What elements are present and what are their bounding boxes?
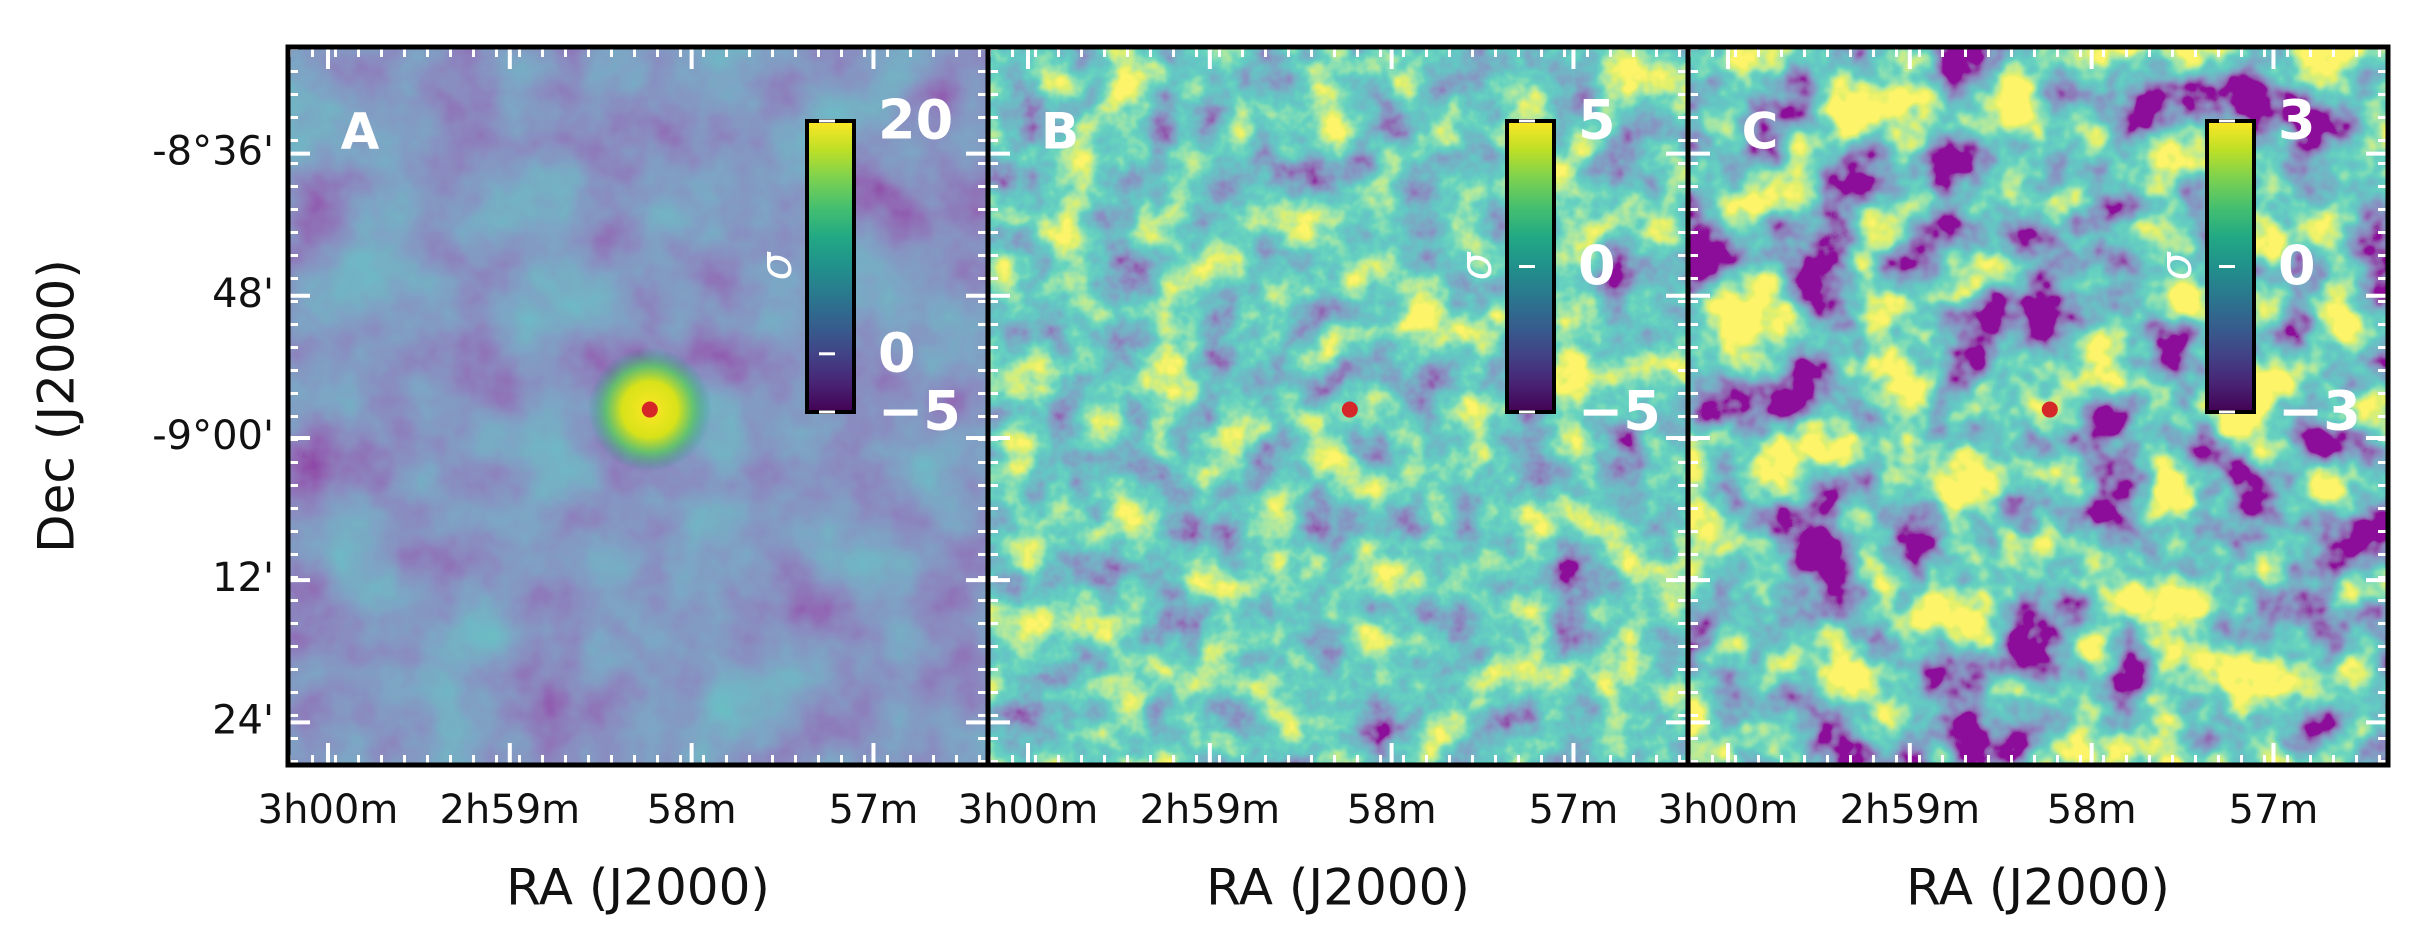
- colorbar-tick-label: 0: [2278, 234, 2316, 297]
- x-tick-label: 2h59m: [1139, 787, 1280, 833]
- x-tick-label: 57m: [2229, 787, 2319, 833]
- x-tick-label: 2h59m: [1839, 787, 1980, 833]
- x-axis-label: RA (J2000): [1206, 859, 1470, 917]
- y-tick-label: 24': [212, 697, 274, 743]
- x-tick-label: 57m: [1529, 787, 1619, 833]
- colorbar: [805, 119, 856, 414]
- x-tick-label: 58m: [647, 787, 737, 833]
- panel-frame: [1685, 44, 2391, 768]
- x-tick-label: 58m: [2047, 787, 2137, 833]
- colorbar-tick-label: 3: [2278, 89, 2316, 152]
- colorbar-tick-label: 20: [878, 89, 953, 152]
- colorbar-label: σ: [2151, 251, 2202, 280]
- x-tick-label: 3h00m: [958, 787, 1099, 833]
- y-axis-label: Dec (J2000): [28, 259, 86, 553]
- panel-label: C: [1742, 103, 1779, 161]
- x-tick-label: 3h00m: [258, 787, 399, 833]
- colorbar-tick-label: −5: [878, 380, 961, 443]
- source-marker: [1341, 401, 1358, 418]
- colorbar-tick-label: 0: [878, 321, 916, 384]
- y-tick-label: -9°00': [152, 413, 274, 459]
- colorbar-tick-label: 5: [1578, 89, 1616, 152]
- x-tick-label: 58m: [1347, 787, 1437, 833]
- y-tick-label: 48': [212, 271, 274, 317]
- y-tick-label: 12': [212, 555, 274, 601]
- colorbar-tick-label: −3: [2278, 380, 2361, 443]
- colorbar-tick-label: 0: [1578, 234, 1616, 297]
- x-tick-label: 2h59m: [439, 787, 580, 833]
- panel-label: A: [341, 103, 380, 161]
- source-marker: [2041, 401, 2058, 418]
- y-tick-label: -8°36': [152, 129, 274, 175]
- x-tick-label: 57m: [829, 787, 919, 833]
- colorbar-label: σ: [751, 251, 802, 280]
- colorbar-tick-label: −5: [1578, 380, 1661, 443]
- sky-map: [988, 47, 1688, 765]
- x-tick-label: 3h00m: [1658, 787, 1799, 833]
- sky-map: [1688, 47, 2388, 765]
- source-marker: [641, 401, 658, 418]
- colorbar-label: σ: [1451, 251, 1502, 280]
- panel-label: B: [1041, 103, 1079, 161]
- x-axis-label: RA (J2000): [1906, 859, 2170, 917]
- x-axis-label: RA (J2000): [506, 859, 770, 917]
